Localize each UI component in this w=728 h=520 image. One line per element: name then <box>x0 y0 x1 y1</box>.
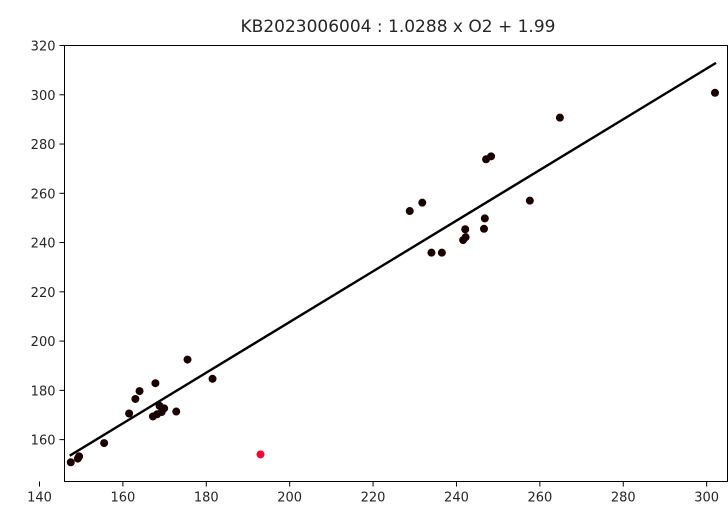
x-axis: 140 160 180 200 220 240 260 280 300 <box>27 481 719 506</box>
x-tick-label: 280 <box>611 491 636 506</box>
data-point <box>183 355 192 364</box>
data-point <box>131 394 140 403</box>
y-tick-label: 180 <box>31 384 56 399</box>
y-tick-label: 320 <box>31 40 56 55</box>
x-tick-label: 240 <box>444 491 469 506</box>
data-point <box>418 198 427 207</box>
data-point <box>461 233 470 242</box>
data-point <box>66 458 75 467</box>
data-point <box>75 452 84 461</box>
fit-line-group <box>69 61 717 457</box>
data-points <box>66 88 719 467</box>
data-point <box>135 387 144 396</box>
y-axis: 160 180 200 220 240 260 280 300 320 <box>31 40 65 449</box>
x-tick-label: 140 <box>27 491 52 506</box>
data-point <box>151 379 160 388</box>
data-point <box>100 439 109 448</box>
data-point <box>208 374 217 383</box>
x-tick-label: 160 <box>110 491 135 506</box>
chart-title: KB2023006004 : 1.0288 x O2 + 1.99 <box>241 17 556 37</box>
y-tick-label: 260 <box>31 187 56 202</box>
y-tick-label: 240 <box>31 237 56 252</box>
plot-frame <box>64 45 728 482</box>
data-point <box>160 404 169 413</box>
data-point <box>487 152 496 161</box>
data-point <box>405 207 414 216</box>
outlier-points <box>256 450 265 459</box>
data-point <box>479 224 488 233</box>
data-point <box>172 407 181 416</box>
y-tick-label: 220 <box>31 286 56 301</box>
data-point <box>525 196 534 205</box>
outlier-point <box>256 450 265 459</box>
x-tick-label: 180 <box>194 491 219 506</box>
data-point <box>480 214 489 223</box>
data-point <box>125 409 134 418</box>
data-point <box>461 225 470 234</box>
regression-line <box>69 61 717 457</box>
data-point <box>555 113 564 122</box>
y-tick-label: 280 <box>31 138 56 153</box>
data-point <box>427 248 436 257</box>
x-tick-label: 260 <box>527 491 552 506</box>
y-tick-label: 160 <box>31 434 56 449</box>
y-tick-label: 300 <box>31 89 56 104</box>
data-point <box>710 88 719 97</box>
x-tick-label: 200 <box>277 491 302 506</box>
y-tick-label: 200 <box>31 335 56 350</box>
x-tick-label: 220 <box>361 491 386 506</box>
data-point <box>437 248 446 257</box>
x-tick-label: 300 <box>694 491 719 506</box>
